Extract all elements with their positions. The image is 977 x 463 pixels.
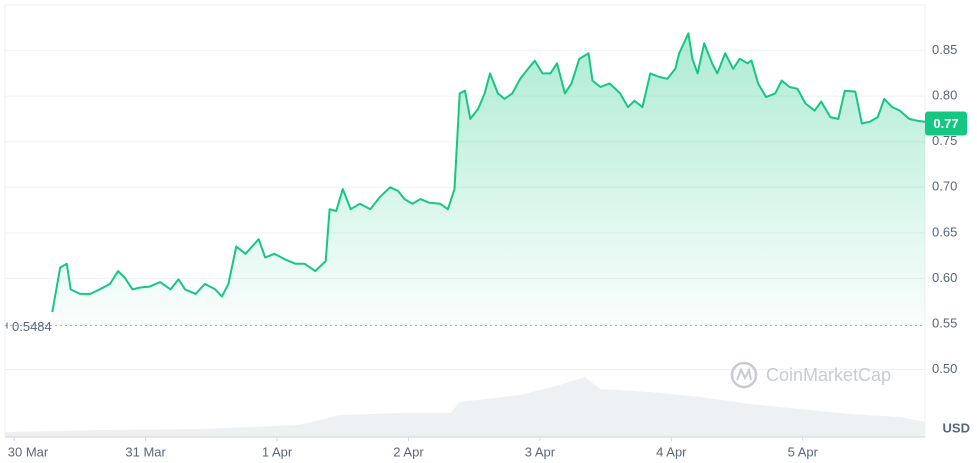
currency-label: USD <box>943 420 970 435</box>
last-price-label: 0.77 <box>933 116 958 131</box>
x-tick-label: 5 Apr <box>788 444 819 459</box>
open-price-label: 0.5484 <box>12 319 52 334</box>
y-tick-label: 0.75 <box>932 133 957 148</box>
watermark-logo <box>730 361 758 389</box>
y-tick-label: 0.85 <box>932 42 957 57</box>
price-line <box>51 32 926 313</box>
y-tick-label: 0.50 <box>932 361 957 376</box>
watermark: CoinMarketCap <box>766 365 891 385</box>
y-tick-label: 0.60 <box>932 270 957 285</box>
volume-area <box>5 377 925 437</box>
last-price-badge <box>925 111 967 136</box>
price-area <box>52 33 926 326</box>
y-tick-label: 0.55 <box>932 315 957 330</box>
x-tick-label: 3 Apr <box>525 444 556 459</box>
x-tick-label: 4 Apr <box>656 444 687 459</box>
x-tick-label: 30 Mar <box>8 444 49 459</box>
y-tick-label: 0.65 <box>932 224 957 239</box>
x-tick-label: 31 Mar <box>125 444 166 459</box>
y-tick-label: 0.80 <box>932 88 957 103</box>
x-tick-label: 1 Apr <box>262 444 293 459</box>
y-tick-label: 0.70 <box>932 179 957 194</box>
watermark-logo-mark <box>736 366 752 381</box>
x-tick-label: 2 Apr <box>393 444 424 459</box>
